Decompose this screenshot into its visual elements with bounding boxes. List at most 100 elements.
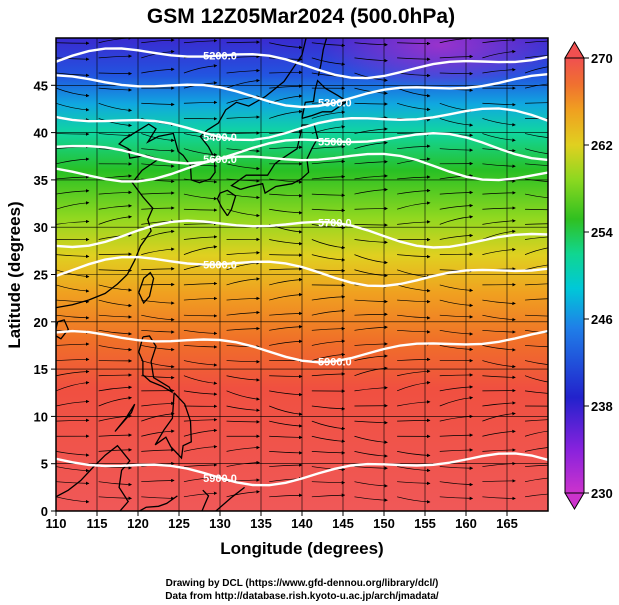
streamline	[311, 295, 346, 301]
x-axis-ticks: 110 115 120 125 130 135 140 145 150 155 160 165	[46, 511, 518, 531]
y-tick-label: 25	[34, 268, 48, 283]
streamline	[56, 399, 90, 407]
streamline	[183, 148, 218, 157]
streamline	[525, 163, 548, 166]
colorbar-min-arrow	[564, 492, 585, 510]
streamline	[482, 448, 516, 452]
streamline	[98, 433, 133, 437]
streamline	[482, 496, 516, 501]
streamline	[141, 102, 175, 107]
streamline	[141, 429, 175, 437]
streamline	[183, 296, 218, 301]
streamline	[269, 42, 303, 50]
height-contour	[56, 255, 548, 288]
x-tick-label: 115	[87, 516, 108, 531]
streamline	[482, 38, 516, 44]
streamline	[439, 433, 474, 437]
streamline	[354, 254, 388, 265]
streamline	[226, 490, 260, 498]
streamline	[397, 299, 431, 304]
streamline	[354, 174, 388, 180]
streamline	[397, 157, 431, 165]
streamline	[439, 148, 474, 152]
streamline	[311, 57, 346, 66]
streamline	[354, 141, 388, 150]
x-tick-label: 135	[250, 516, 272, 531]
height-contour	[56, 47, 548, 80]
height-contour	[56, 452, 548, 487]
height-contour	[56, 107, 548, 142]
x-tick-label: 140	[291, 516, 313, 531]
streamline	[524, 66, 548, 74]
streamline	[98, 345, 133, 352]
streamline	[525, 208, 548, 211]
streamline	[482, 401, 516, 407]
streamline	[141, 206, 175, 210]
streamline	[354, 57, 388, 63]
streamline	[354, 127, 388, 134]
streamline	[311, 159, 346, 165]
colorbar-tick-label: 254	[591, 225, 613, 240]
streamline	[311, 352, 346, 361]
streamline	[56, 481, 90, 486]
x-tick-label: 125	[168, 516, 190, 531]
streamline	[354, 325, 388, 331]
streamline	[98, 385, 133, 392]
streamline	[524, 477, 548, 483]
streamline	[396, 380, 431, 392]
streamline	[354, 102, 388, 106]
streamline	[183, 329, 218, 336]
coastline	[301, 79, 349, 120]
streamline	[226, 40, 260, 44]
streamline	[439, 481, 474, 487]
streamline	[98, 215, 133, 225]
streamline	[482, 49, 516, 59]
streamline	[439, 496, 474, 501]
streamline	[226, 251, 260, 255]
streamline	[56, 132, 90, 136]
coastline	[139, 495, 178, 511]
contour-label: 5200.0	[203, 51, 237, 63]
streamline	[482, 314, 516, 322]
streamline	[226, 178, 260, 183]
streamline	[524, 236, 548, 240]
streamline	[98, 329, 133, 336]
streamline	[98, 373, 133, 377]
streamline	[311, 493, 346, 498]
contour-label: 5700.0	[318, 218, 352, 230]
streamline	[226, 326, 260, 331]
credit-data: Data from http://database.rish.kyoto-u.a…	[165, 591, 439, 602]
streamline	[439, 54, 474, 59]
streamline	[226, 375, 260, 382]
streamline	[354, 420, 388, 425]
streamline	[311, 420, 346, 431]
streamline	[482, 67, 516, 74]
coastline	[56, 319, 70, 340]
streamline	[141, 478, 175, 483]
streamline	[524, 360, 548, 365]
streamline	[269, 267, 303, 271]
streamline	[311, 144, 346, 150]
streamline	[354, 481, 388, 488]
streamline	[269, 208, 303, 215]
streamline	[141, 496, 175, 501]
y-tick-label: 5	[41, 457, 48, 472]
streamline	[482, 345, 516, 352]
streamline	[397, 201, 431, 210]
contour-label: 5600.0	[203, 154, 237, 166]
streamline	[354, 342, 388, 346]
streamline	[269, 420, 303, 428]
streamline	[56, 496, 90, 504]
streamline	[141, 314, 175, 322]
colorbar-tick-label: 238	[591, 399, 613, 414]
credit-drawing: Drawing by DCL (https://www.gfd-dennou.o…	[166, 578, 439, 589]
streamline	[397, 144, 431, 150]
streamline	[397, 188, 431, 195]
streamline	[524, 247, 548, 255]
streamline	[141, 38, 175, 44]
streamline	[354, 366, 388, 377]
streamline	[524, 55, 548, 59]
streamline	[482, 479, 516, 483]
streamline	[439, 396, 474, 407]
